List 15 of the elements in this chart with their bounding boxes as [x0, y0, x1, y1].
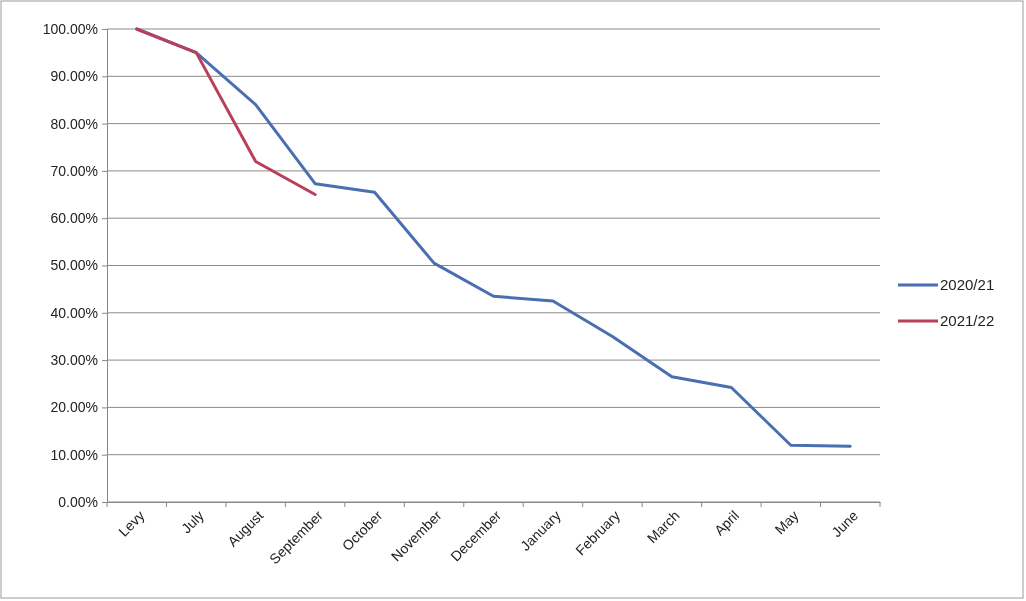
y-tick-label: 60.00% [50, 210, 98, 227]
line-series [135, 27, 317, 197]
y-tick-label: 50.00% [50, 257, 98, 274]
y-tick-label: 10.00% [50, 446, 98, 463]
y-tick-label: 0.00% [58, 493, 98, 510]
y-tick-label: 90.00% [50, 68, 98, 85]
y-tick-label: 70.00% [50, 162, 98, 179]
y-tick-label: 30.00% [50, 352, 98, 369]
x-tick-label: July [178, 507, 207, 537]
y-tick-label: 100.00% [42, 20, 98, 37]
legend-label: 2021/22 [940, 312, 995, 329]
legend-label: 2020/21 [940, 276, 995, 293]
y-tick-label: 20.00% [50, 399, 98, 416]
y-tick-label: 40.00% [50, 304, 98, 321]
y-tick-label: 80.00% [50, 115, 98, 132]
